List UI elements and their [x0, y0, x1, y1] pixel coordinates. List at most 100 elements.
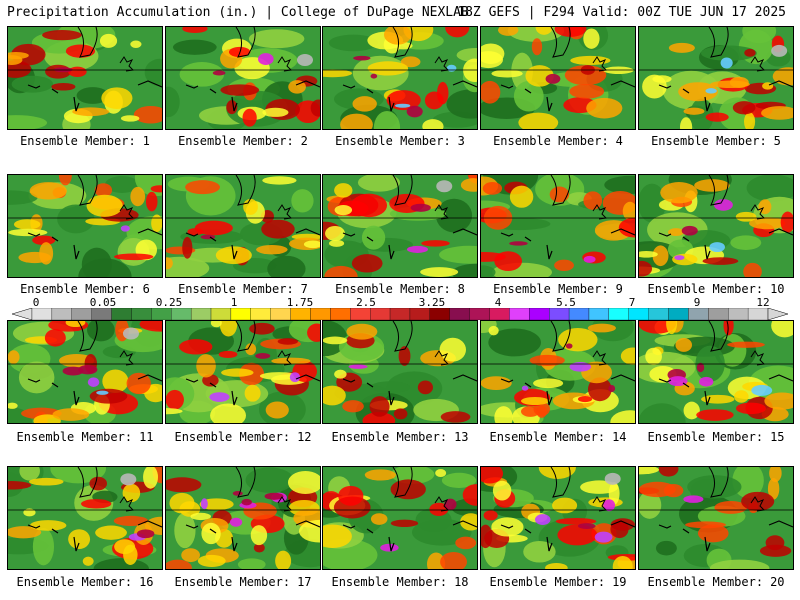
ensemble-member-map: [638, 320, 794, 424]
member-label: Ensemble Member:: [331, 575, 448, 589]
ensemble-member-caption: Ensemble Member: 2: [165, 134, 321, 148]
ensemble-member-map: [7, 174, 163, 278]
colorbar-segment: [608, 308, 629, 320]
ensemble-member-map: [322, 174, 478, 278]
colorbar-segment: [190, 308, 212, 320]
colorbar-segment: [628, 308, 649, 320]
precip-field: [166, 175, 320, 277]
ensemble-member-caption: Ensemble Member: 6: [7, 282, 163, 296]
member-label: Ensemble Member:: [20, 134, 136, 148]
ensemble-member-map: [7, 466, 163, 570]
colorbar-segment: [509, 308, 530, 320]
ensemble-member-caption: Ensemble Member: 18: [322, 575, 478, 589]
ensemble-member-caption: Ensemble Member: 7: [165, 282, 321, 296]
ensemble-member-map: [480, 174, 636, 278]
colorbar-tick-label: 0.05: [89, 296, 117, 309]
ensemble-member-map: [7, 26, 163, 130]
ensemble-member-caption: Ensemble Member: 9: [480, 282, 636, 296]
member-number: 8: [457, 282, 465, 296]
member-label: Ensemble Member:: [651, 134, 767, 148]
colorbar-segment: [350, 308, 371, 320]
member-number: 6: [142, 282, 150, 296]
ensemble-member-map: [638, 26, 794, 130]
colorbar-segment: [310, 308, 331, 320]
precip-field: [639, 321, 793, 423]
colorbar-segment: [31, 308, 53, 320]
precipitation-colorbar: [12, 308, 788, 320]
ensemble-member-caption: Ensemble Member: 12: [165, 430, 321, 444]
precip-field: [8, 175, 162, 277]
member-label: Ensemble Member:: [174, 575, 291, 589]
precip-field: [481, 27, 635, 129]
ensemble-member-caption: Ensemble Member: 17: [165, 575, 321, 589]
ensemble-member-caption: Ensemble Member: 1: [7, 134, 163, 148]
colorbar-segment: [708, 308, 729, 320]
colorbar-segment: [270, 308, 291, 320]
precip-field: [166, 321, 320, 423]
colorbar-segment: [91, 308, 112, 320]
ensemble-member-map: [165, 26, 321, 130]
member-number: 11: [139, 430, 154, 444]
colorbar-segment: [668, 308, 689, 320]
colorbar-tick-label: 3.25: [418, 296, 446, 309]
member-number: 15: [770, 430, 785, 444]
member-number: 1: [142, 134, 150, 148]
colorbar-tick-label: 9: [693, 296, 701, 309]
ensemble-member-caption: Ensemble Member: 3: [322, 134, 478, 148]
colorbar-segment: [330, 308, 351, 320]
member-label: Ensemble Member:: [493, 134, 609, 148]
colorbar-segment: [71, 308, 92, 320]
colorbar-segment: [648, 308, 669, 320]
precip-field: [481, 467, 635, 569]
colorbar-segment: [250, 308, 271, 320]
ensemble-member-caption: Ensemble Member: 8: [322, 282, 478, 296]
colorbar-segment: [389, 308, 411, 320]
precip-field: [639, 27, 793, 129]
colorbar-segment: [747, 308, 769, 320]
member-number: 17: [297, 575, 312, 589]
ensemble-member-map: [480, 26, 636, 130]
ensemble-member-map: [322, 320, 478, 424]
member-number: 7: [300, 282, 308, 296]
colorbar-segment: [131, 308, 152, 320]
member-label: Ensemble Member:: [174, 430, 291, 444]
member-label: Ensemble Member:: [489, 430, 606, 444]
member-label: Ensemble Member:: [647, 282, 764, 296]
colorbar-segment: [728, 308, 749, 320]
member-number: 16: [139, 575, 154, 589]
ensemble-member-caption: Ensemble Member: 20: [638, 575, 794, 589]
colorbar-segment: [409, 308, 430, 320]
colorbar-segment: [688, 308, 709, 320]
colorbar-tick-label: 12: [756, 296, 770, 309]
member-number: 19: [612, 575, 627, 589]
member-number: 13: [454, 430, 469, 444]
ensemble-member-map: [480, 320, 636, 424]
ensemble-member-map: [322, 26, 478, 130]
ensemble-member-map: [638, 174, 794, 278]
member-label: Ensemble Member:: [489, 575, 606, 589]
precip-field: [166, 27, 320, 129]
colorbar-segment: [568, 308, 590, 320]
colorbar-segment: [111, 308, 132, 320]
ensemble-member-map: [165, 174, 321, 278]
member-label: Ensemble Member:: [16, 575, 133, 589]
colorbar-segment: [549, 308, 570, 320]
member-number: 12: [297, 430, 312, 444]
colorbar-segment: [449, 308, 470, 320]
member-label: Ensemble Member:: [335, 134, 451, 148]
precip-field: [8, 467, 162, 569]
colorbar-segment: [290, 308, 311, 320]
ensemble-member-caption: Ensemble Member: 14: [480, 430, 636, 444]
member-label: Ensemble Member:: [20, 282, 136, 296]
colorbar-tick-label: 4: [494, 296, 502, 309]
colorbar-segment: [529, 308, 550, 320]
colorbar-segment: [370, 308, 391, 320]
colorbar-segment: [151, 308, 172, 320]
member-number: 9: [615, 282, 623, 296]
member-number: 10: [770, 282, 785, 296]
member-label: Ensemble Member:: [331, 430, 448, 444]
colorbar-segment: [51, 308, 72, 320]
colorbar-tick-label: 0.25: [155, 296, 183, 309]
member-label: Ensemble Member:: [335, 282, 451, 296]
member-number: 18: [454, 575, 469, 589]
